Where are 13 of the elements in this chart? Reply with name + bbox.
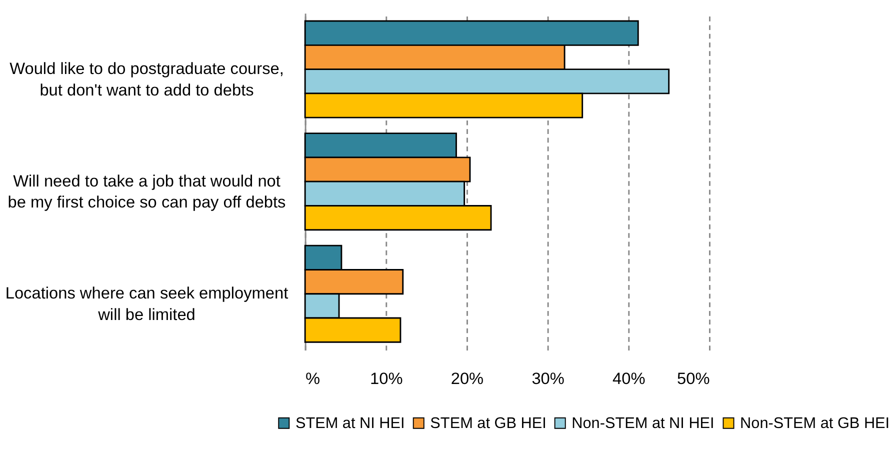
legend-label: Non-STEM at NI HEI [572, 414, 714, 432]
y-tick-label: Locations where can seek employment will be limited [5, 284, 289, 324]
x-tick-label: 30% [532, 370, 564, 388]
x-tick-label: 10% [370, 370, 403, 388]
legend-label: Non-STEM at GB HEI [740, 414, 890, 432]
legend-label: STEM at GB HEI [430, 414, 546, 432]
x-tick-label: 20% [450, 370, 484, 388]
x-tick-label: % [306, 370, 320, 388]
x-tick-label: 50% [676, 370, 710, 388]
x-tick-label: 40% [612, 370, 646, 388]
y-tick-label: Would like to do postgraduate course, but don't want to add to debts [10, 60, 284, 100]
legend-label: STEM at NI HEI [295, 414, 405, 432]
y-tick-label: Will need to take a job that would not be my first choice so can pay off debts [8, 172, 286, 212]
